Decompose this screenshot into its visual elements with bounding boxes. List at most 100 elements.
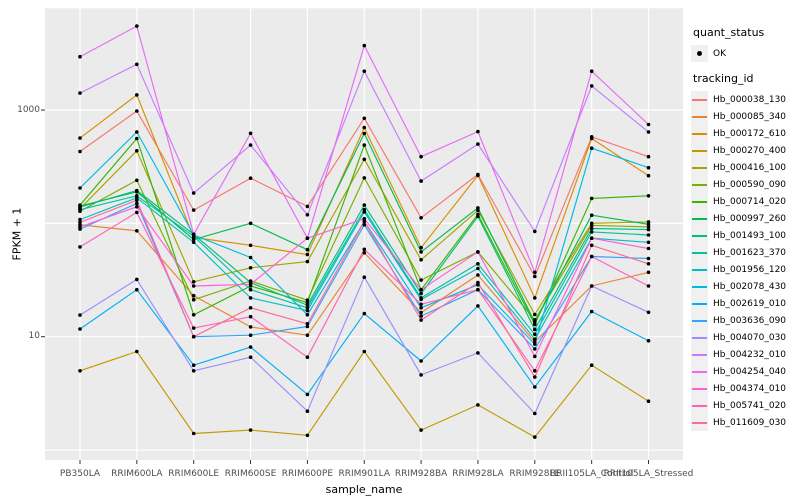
data-point — [589, 284, 594, 288]
data-point — [248, 306, 253, 310]
legend-title-quant-status: quant_status — [693, 26, 765, 39]
data-point — [589, 146, 594, 150]
data-point — [362, 157, 367, 162]
data-point — [419, 287, 423, 292]
data-point — [78, 245, 82, 249]
data-point — [191, 232, 196, 237]
data-point — [646, 222, 651, 227]
series-color-swatch — [692, 133, 707, 135]
data-point — [191, 313, 196, 317]
data-point — [305, 322, 310, 326]
data-point — [533, 296, 537, 300]
data-point — [248, 266, 253, 270]
legend-key-box — [691, 176, 708, 193]
data-point — [646, 173, 651, 178]
series-color-swatch — [692, 218, 707, 220]
data-point — [476, 287, 480, 292]
legend-label: Hb_001493_100 — [713, 230, 787, 241]
data-point — [135, 178, 139, 183]
data-point — [419, 373, 423, 377]
data-point — [419, 359, 423, 363]
legend-label: Hb_000172_610 — [713, 128, 787, 139]
data-point — [248, 255, 253, 260]
legend-key-box — [691, 125, 708, 142]
data-point — [305, 409, 310, 414]
legend-item: Hb_000038_130 — [691, 91, 798, 108]
data-point — [362, 203, 367, 207]
data-point — [646, 310, 651, 315]
legend-item: Hb_004070_030 — [691, 329, 798, 346]
data-point — [305, 236, 310, 240]
data-point — [248, 143, 253, 147]
data-point — [135, 130, 139, 134]
x-tick-label: RRIM600SE — [224, 469, 277, 479]
data-point — [589, 196, 594, 201]
data-point — [646, 194, 651, 198]
data-point — [646, 130, 651, 134]
legend-item: Hb_000416_100 — [691, 159, 798, 176]
legend-key-box — [691, 329, 708, 346]
data-point — [533, 375, 537, 379]
data-point — [589, 363, 594, 368]
legend-key-box — [691, 414, 708, 431]
legend-label: Hb_001623_370 — [713, 247, 787, 258]
data-point — [589, 243, 594, 248]
legend-key-box — [691, 45, 708, 62]
series-color-swatch — [692, 354, 707, 356]
data-point — [248, 314, 253, 319]
data-point — [305, 333, 310, 338]
legend-item-ok: OK — [691, 45, 798, 62]
data-point — [248, 131, 253, 136]
data-point — [476, 273, 480, 277]
data-point — [362, 210, 367, 214]
legend-key-box — [691, 397, 708, 414]
data-point — [646, 256, 651, 261]
legend-label: Hb_000997_260 — [713, 213, 787, 224]
data-point — [135, 93, 139, 97]
x-tick-label: RRII105LA_Control — [549, 469, 634, 479]
data-point — [135, 229, 139, 233]
data-point — [533, 270, 537, 275]
data-point — [305, 313, 310, 317]
data-point — [589, 69, 594, 73]
data-point — [533, 411, 537, 416]
data-point — [533, 354, 537, 359]
data-point — [135, 198, 139, 202]
data-point — [305, 392, 310, 397]
series-color-swatch — [692, 269, 707, 271]
legend-item: Hb_002078_430 — [691, 278, 798, 295]
legend-item: Hb_000997_260 — [691, 210, 798, 227]
data-point — [533, 312, 537, 317]
data-point — [362, 349, 367, 354]
legend-label-ok: OK — [713, 48, 726, 59]
data-point — [248, 296, 253, 300]
data-point — [78, 225, 82, 229]
data-point — [191, 363, 196, 368]
data-point — [476, 351, 480, 355]
x-tick-label: RRIM928BA — [394, 469, 448, 479]
series-color-swatch — [692, 167, 707, 169]
data-point — [248, 333, 253, 338]
data-point — [305, 306, 310, 310]
data-point — [646, 339, 651, 343]
data-point — [78, 369, 82, 373]
data-point — [78, 313, 82, 317]
data-point — [646, 246, 651, 251]
data-point — [533, 369, 537, 373]
data-point — [533, 274, 537, 279]
data-point — [646, 225, 651, 229]
data-point — [78, 54, 82, 59]
data-point — [362, 275, 367, 280]
data-point — [533, 229, 537, 234]
legend-label: Hb_000270_400 — [713, 145, 787, 156]
data-point — [589, 254, 594, 259]
data-point — [248, 428, 253, 432]
data-point — [305, 247, 310, 252]
data-point — [305, 213, 310, 217]
data-point — [362, 223, 367, 227]
data-point — [362, 176, 367, 180]
data-point — [191, 334, 196, 339]
series-color-swatch — [692, 201, 707, 203]
series-color-swatch — [692, 150, 707, 152]
